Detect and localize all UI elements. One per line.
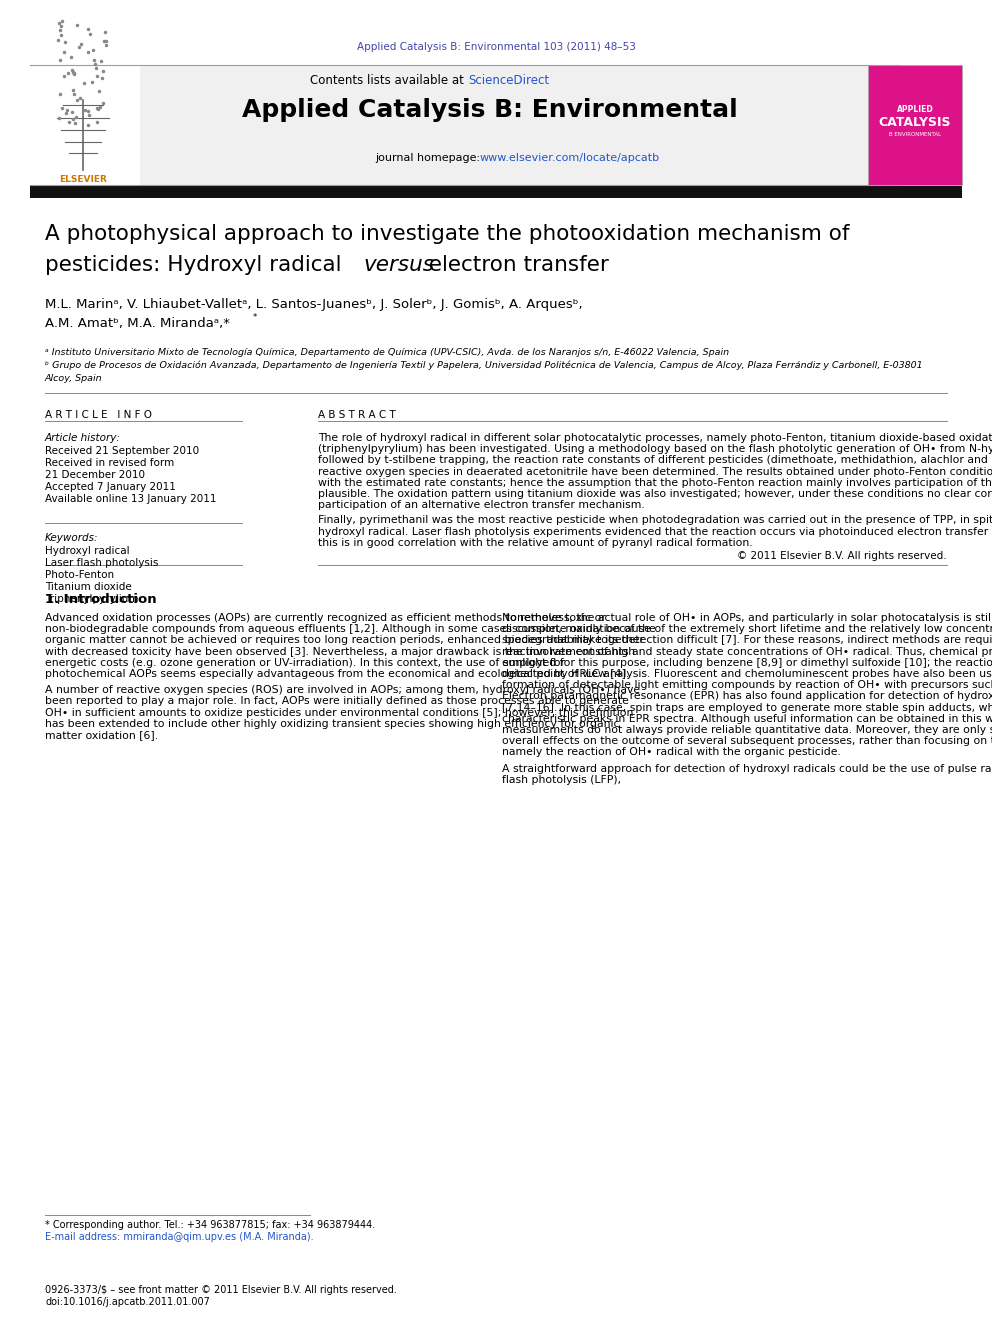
Text: A photophysical approach to investigate the photooxidation mechanism of: A photophysical approach to investigate … <box>45 224 849 243</box>
Text: A straightforward approach for detection of hydroxyl radicals could be the use o: A straightforward approach for detection… <box>502 763 992 774</box>
Text: organic matter cannot be achieved or requires too long reaction periods, enhance: organic matter cannot be achieved or req… <box>45 635 644 646</box>
Text: participation of an alternative electron transfer mechanism.: participation of an alternative electron… <box>318 500 645 511</box>
Text: namely the reaction of OH• radical with the organic pesticide.: namely the reaction of OH• radical with … <box>502 747 841 757</box>
Text: reaction rate constants and steady state concentrations of OH• radical. Thus, ch: reaction rate constants and steady state… <box>502 647 992 656</box>
Text: been reported to play a major role. In fact, AOPs were initially defined as thos: been reported to play a major role. In f… <box>45 696 629 706</box>
Text: OH• in sufficient amounts to oxidize pesticides under environmental conditions [: OH• in sufficient amounts to oxidize pes… <box>45 708 633 717</box>
Text: Article history:: Article history: <box>45 433 121 443</box>
Text: Alcoy, Spain: Alcoy, Spain <box>45 374 102 382</box>
Text: followed by t-stilbene trapping, the reaction rate constants of different pestic: followed by t-stilbene trapping, the rea… <box>318 455 992 466</box>
Text: ᵇ Grupo de Procesos de Oxidación Avanzada, Departamento de Ingeniería Textil y P: ᵇ Grupo de Procesos de Oxidación Avanzad… <box>45 361 923 370</box>
Text: characteristic peaks in EPR spectra. Although useful information can be obtained: characteristic peaks in EPR spectra. Alt… <box>502 714 992 724</box>
Text: The role of hydroxyl radical in different solar photocatalytic processes, namely: The role of hydroxyl radical in differen… <box>318 433 992 443</box>
FancyBboxPatch shape <box>868 65 962 185</box>
Text: electron transfer: electron transfer <box>422 255 609 275</box>
Text: Advanced oxidation processes (AOPs) are currently recognized as efficient method: Advanced oxidation processes (AOPs) are … <box>45 613 606 623</box>
Text: A number of reactive oxygen species (ROS) are involved in AOPs; among them, hydr: A number of reactive oxygen species (ROS… <box>45 685 640 695</box>
Text: 0926-3373/$ – see front matter © 2011 Elsevier B.V. All rights reserved.: 0926-3373/$ – see front matter © 2011 El… <box>45 1285 397 1295</box>
Text: Electron paramagnetic resonance (EPR) has also found application for detection o: Electron paramagnetic resonance (EPR) ha… <box>502 692 992 701</box>
Text: versus: versus <box>363 255 434 275</box>
Text: A B S T R A C T: A B S T R A C T <box>318 410 396 419</box>
Text: E-mail address: mmiranda@qim.upv.es (M.A. Miranda).: E-mail address: mmiranda@qim.upv.es (M.A… <box>45 1232 313 1242</box>
Text: Hydroxyl radical: Hydroxyl radical <box>45 546 130 556</box>
Text: hydroxyl radical. Laser flash photolysis experiments evidenced that the reaction: hydroxyl radical. Laser flash photolysis… <box>318 527 992 537</box>
Text: this is in good correlation with the relative amount of pyranyl radical formatio: this is in good correlation with the rel… <box>318 538 753 548</box>
Text: Accepted 7 January 2011: Accepted 7 January 2011 <box>45 482 176 492</box>
Text: employed for this purpose, including benzene [8,9] or dimethyl sulfoxide [10]; t: employed for this purpose, including ben… <box>502 658 992 668</box>
Text: Triphenylpyrylium: Triphenylpyrylium <box>45 594 139 605</box>
Text: A R T I C L E   I N F O: A R T I C L E I N F O <box>45 410 152 419</box>
Text: Available online 13 January 2011: Available online 13 January 2011 <box>45 493 216 504</box>
Text: A.M. Amatᵇ, M.A. Mirandaᵃ,*: A.M. Amatᵇ, M.A. Mirandaᵃ,* <box>45 318 230 329</box>
Text: APPLIED: APPLIED <box>897 105 933 114</box>
Text: Titanium dioxide: Titanium dioxide <box>45 582 132 591</box>
Text: with decreased toxicity have been observed [3]. Nevertheless, a major drawback i: with decreased toxicity have been observ… <box>45 647 635 656</box>
Text: journal homepage:: journal homepage: <box>375 153 484 163</box>
FancyBboxPatch shape <box>30 65 140 185</box>
Text: Laser flash photolysis: Laser flash photolysis <box>45 558 159 568</box>
Text: © 2011 Elsevier B.V. All rights reserved.: © 2011 Elsevier B.V. All rights reserved… <box>737 550 947 561</box>
FancyBboxPatch shape <box>30 187 962 198</box>
Text: measurements do not always provide reliable quantitative data. Moreover, they ar: measurements do not always provide relia… <box>502 725 992 736</box>
Text: has been extended to include other highly oxidizing transient species showing hi: has been extended to include other highl… <box>45 718 619 729</box>
Text: Keywords:: Keywords: <box>45 533 98 542</box>
FancyBboxPatch shape <box>30 65 900 185</box>
Text: Photo-Fenton: Photo-Fenton <box>45 570 114 579</box>
Text: 1. Introduction: 1. Introduction <box>45 593 157 606</box>
Text: Nonetheless, the actual role of OH• in AOPs, and particularly in solar photocata: Nonetheless, the actual role of OH• in A… <box>502 613 992 623</box>
Text: with the estimated rate constants; hence the assumption that the photo-Fenton re: with the estimated rate constants; hence… <box>318 478 992 488</box>
Text: non-biodegradable compounds from aqueous effluents [1,2]. Although in some cases: non-biodegradable compounds from aqueous… <box>45 624 656 634</box>
Text: 21 December 2010: 21 December 2010 <box>45 470 145 480</box>
Text: overall effects on the outcome of several subsequent processes, rather than focu: overall effects on the outcome of severa… <box>502 736 992 746</box>
Text: species that make its detection difficult [7]. For these reasons, indirect metho: species that make its detection difficul… <box>502 635 992 646</box>
Text: photochemical AOPs seems especially advantageous from the economical and ecologi: photochemical AOPs seems especially adva… <box>45 669 629 679</box>
Text: B ENVIRONMENTAL: B ENVIRONMENTAL <box>889 132 941 138</box>
Text: (triphenylpyrylium) has been investigated. Using a methodology based on the flas: (triphenylpyrylium) has been investigate… <box>318 445 992 454</box>
Text: Contents lists available at: Contents lists available at <box>310 74 468 87</box>
Text: discussion, mainly because of the extremely short lifetime and the relatively lo: discussion, mainly because of the extrem… <box>502 624 992 634</box>
Text: www.elsevier.com/locate/apcatb: www.elsevier.com/locate/apcatb <box>480 153 660 163</box>
Text: reactive oxygen species in deaerated acetonitrile have been determined. The resu: reactive oxygen species in deaerated ace… <box>318 467 992 476</box>
Text: ScienceDirect: ScienceDirect <box>468 74 550 87</box>
Text: Finally, pyrimethanil was the most reactive pesticide when photodegradation was : Finally, pyrimethanil was the most react… <box>318 516 992 525</box>
Text: [7,14–16]. In this case, spin traps are employed to generate more stable spin ad: [7,14–16]. In this case, spin traps are … <box>502 703 992 713</box>
Text: M.L. Marinᵃ, V. Lhiaubet-Valletᵃ, L. Santos-Juanesᵇ, J. Solerᵇ, J. Gomisᵇ, A. Ar: M.L. Marinᵃ, V. Lhiaubet-Valletᵃ, L. San… <box>45 298 582 311</box>
Text: *: * <box>253 314 257 321</box>
Text: ELSEVIER: ELSEVIER <box>60 175 107 184</box>
Text: flash photolysis (LFP),: flash photolysis (LFP), <box>502 775 621 785</box>
Text: doi:10.1016/j.apcatb.2011.01.007: doi:10.1016/j.apcatb.2011.01.007 <box>45 1297 210 1307</box>
Text: ᵃ Instituto Universitario Mixto de Tecnología Química, Departamento de Química (: ᵃ Instituto Universitario Mixto de Tecno… <box>45 348 729 357</box>
Text: CATALYSIS: CATALYSIS <box>879 116 951 130</box>
Text: matter oxidation [6].: matter oxidation [6]. <box>45 730 158 740</box>
Text: Received in revised form: Received in revised form <box>45 458 175 468</box>
Text: Applied Catalysis B: Environmental: Applied Catalysis B: Environmental <box>242 98 738 122</box>
Text: formation of detectable light emitting compounds by reaction of OH• with precurs: formation of detectable light emitting c… <box>502 680 992 691</box>
Text: Received 21 September 2010: Received 21 September 2010 <box>45 446 199 456</box>
Text: Applied Catalysis B: Environmental 103 (2011) 48–53: Applied Catalysis B: Environmental 103 (… <box>356 42 636 52</box>
Text: detected by HPLC analysis. Fluorescent and chemoluminescent probes have also bee: detected by HPLC analysis. Fluorescent a… <box>502 669 992 679</box>
Text: energetic costs (e.g. ozone generation or UV-irradiation). In this context, the : energetic costs (e.g. ozone generation o… <box>45 658 565 668</box>
Text: plausible. The oxidation pattern using titanium dioxide was also investigated; h: plausible. The oxidation pattern using t… <box>318 490 992 499</box>
Text: pesticides: Hydroxyl radical: pesticides: Hydroxyl radical <box>45 255 348 275</box>
Text: * Corresponding author. Tel.: +34 963877815; fax: +34 963879444.: * Corresponding author. Tel.: +34 963877… <box>45 1220 375 1230</box>
